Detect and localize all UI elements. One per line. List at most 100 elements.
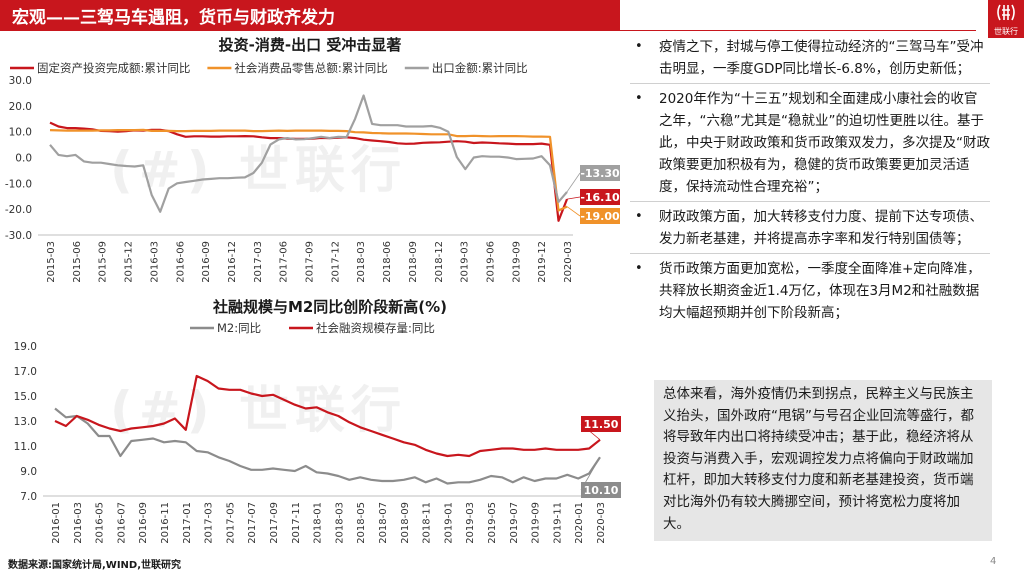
x-tick-label: 2020-03 <box>563 241 574 283</box>
y-tick-label: 20.0 <box>9 101 32 113</box>
bullet-item: • 货币政策方面更加宽松，一季度全面降准+定向降准，共释放长期资金近1.4万亿，… <box>630 258 990 324</box>
data-label-box <box>580 165 620 181</box>
y-tick-label: 17.0 <box>14 366 37 378</box>
x-tick-label: 2019-05 <box>487 502 498 544</box>
data-label: 11.50 <box>584 418 619 431</box>
x-tick-label: 2017-03 <box>253 241 264 283</box>
x-tick-label: 2017-12 <box>330 241 341 283</box>
bullet-separator <box>630 201 990 202</box>
bullet-separator <box>630 253 990 254</box>
legend-label: 固定资产投资完成额:累计同比 <box>37 61 190 75</box>
y-tick-label: 9.0 <box>20 466 37 478</box>
x-tick-label: 2019-03 <box>465 502 476 544</box>
x-tick-label: 2019-11 <box>552 502 563 544</box>
data-label: 10.10 <box>584 484 619 497</box>
company-logo: 世联行 <box>988 0 1024 38</box>
x-tick-label: 2015-12 <box>124 241 135 283</box>
bullet-dot-icon: • <box>635 209 643 224</box>
x-tick-label: 2016-01 <box>51 502 62 544</box>
x-tick-label: 2020-03 <box>596 502 607 544</box>
title-underline <box>620 30 976 31</box>
bullet-text: 疫情之下，封城与停工使得拉动经济的“三驾马车”受冲击明显，一季度GDP同比增长-… <box>659 39 984 77</box>
x-tick-label: 2016-06 <box>175 241 186 283</box>
x-tick-label: 2016-07 <box>116 502 127 544</box>
x-tick-label: 2016-03 <box>73 502 84 544</box>
series-line <box>54 407 601 485</box>
data-label-leader <box>566 196 581 200</box>
data-label-leader <box>566 172 581 193</box>
x-tick-label: 2017-07 <box>247 502 258 544</box>
y-tick-label: -10.0 <box>5 178 32 190</box>
data-label-box <box>581 482 621 498</box>
summary-box: 总体来看，海外疫情仍未到拐点，民粹主义与民族主义抬头，国外政府“甩锅”与号召企业… <box>654 380 992 542</box>
x-tick-label: 2016-03 <box>149 241 160 283</box>
bullet-item: • 财政政策方面，加大转移支付力度、提前下达专项债、发力新老基建，并将提高赤字率… <box>630 206 990 250</box>
logo-mark-icon <box>997 4 1015 21</box>
x-tick-label: 2016-09 <box>138 502 149 544</box>
y-tick-label: 7.0 <box>20 491 37 503</box>
bullet-text: 2020年作为“十三五”规划和全面建成小康社会的收官之年，“六稳”尤其是“稳就业… <box>659 91 990 195</box>
x-tick-label: 2016-11 <box>160 502 171 544</box>
title-bar: 宏观——三驾马车遇阻，货币与财政齐发力 <box>0 0 620 31</box>
data-label: -13.30 <box>580 167 620 180</box>
y-tick-label: -30.0 <box>5 230 32 242</box>
x-tick-label: 2018-05 <box>356 502 367 544</box>
bullet-dot-icon: • <box>635 91 643 106</box>
y-tick-label: 11.0 <box>14 441 37 453</box>
legend-label: 出口金额:累计同比 <box>432 61 528 75</box>
x-tick-label: 2016-05 <box>95 502 106 544</box>
x-tick-label: 2017-05 <box>225 502 236 544</box>
data-label-leader <box>566 206 581 217</box>
y-tick-label: 19.0 <box>14 341 37 353</box>
chart-title: 投资-消费-出口 受冲击显著 <box>219 36 402 54</box>
legend-label: 社会消费品零售总额:累计同比 <box>234 61 387 75</box>
data-source: 数据来源:国家统计局,WIND,世联研究 <box>8 560 182 571</box>
x-tick-label: 2017-01 <box>182 502 193 544</box>
bullet-item: • 2020年作为“十三五”规划和全面建成小康社会的收官之年，“六稳”尤其是“稳… <box>630 88 990 198</box>
x-tick-label: 2016-09 <box>201 241 212 283</box>
y-tick-label: 15.0 <box>14 391 37 403</box>
data-label-box <box>580 189 620 205</box>
x-tick-label: 2017-11 <box>291 502 302 544</box>
x-tick-label: 2019-09 <box>511 241 522 283</box>
x-tick-label: 2018-09 <box>408 241 419 283</box>
x-tick-label: 2018-01 <box>313 502 324 544</box>
page-title: 宏观——三驾马车遇阻，货币与财政齐发力 <box>12 8 335 28</box>
y-tick-label: 10.0 <box>9 127 32 139</box>
data-label-box <box>581 416 621 432</box>
x-tick-label: 2019-07 <box>509 502 520 544</box>
y-tick-label: 13.0 <box>14 416 37 428</box>
y-tick-label: -20.0 <box>5 204 32 216</box>
series-line <box>54 374 601 458</box>
data-label: -16.10 <box>580 191 620 204</box>
page-number: 4 <box>990 556 997 567</box>
x-tick-label: 2019-06 <box>485 241 496 283</box>
x-tick-label: 2018-06 <box>382 241 393 283</box>
x-tick-label: 2019-01 <box>443 502 454 544</box>
x-tick-label: 2019-03 <box>460 241 471 283</box>
x-tick-label: 2019-12 <box>537 241 548 283</box>
bullet-dot-icon: • <box>635 39 643 54</box>
logo-text: 世联行 <box>994 27 1018 36</box>
bullet-separator <box>630 83 990 84</box>
chart-tsf-m2: 社融规模与M2同比创阶段新高(%) M2:同比 社会融资规模存量:同比 19.0 17.… <box>14 298 621 544</box>
x-tick-label: 2017-09 <box>269 502 280 544</box>
x-tick-label: 2015-06 <box>72 241 83 283</box>
legend-label: 社会融资规模存量:同比 <box>316 321 435 335</box>
x-tick-label: 2018-03 <box>356 241 367 283</box>
watermark-bottom: (#) 世联行 <box>110 381 408 439</box>
series-line <box>49 128 568 212</box>
x-tick-label: 2020-01 <box>574 502 585 544</box>
bullet-list: • 疫情之下，封城与停工使得拉动经济的“三驾马车”受冲击明显，一季度GDP同比增… <box>630 36 990 324</box>
series-line <box>49 94 568 213</box>
x-tick-label: 2019-09 <box>531 502 542 544</box>
data-label: -19.00 <box>580 210 620 223</box>
x-tick-label: 2018-07 <box>378 502 389 544</box>
x-tick-label: 2017-09 <box>305 241 316 283</box>
chart-title: 社融规模与M2同比创阶段新高(%) <box>212 298 447 316</box>
y-tick-label: 30.0 <box>9 75 32 87</box>
bullet-item: • 疫情之下，封城与停工使得拉动经济的“三驾马车”受冲击明显，一季度GDP同比增… <box>630 36 990 80</box>
bullet-dot-icon: • <box>635 261 643 276</box>
x-tick-label: 2017-06 <box>279 241 290 283</box>
